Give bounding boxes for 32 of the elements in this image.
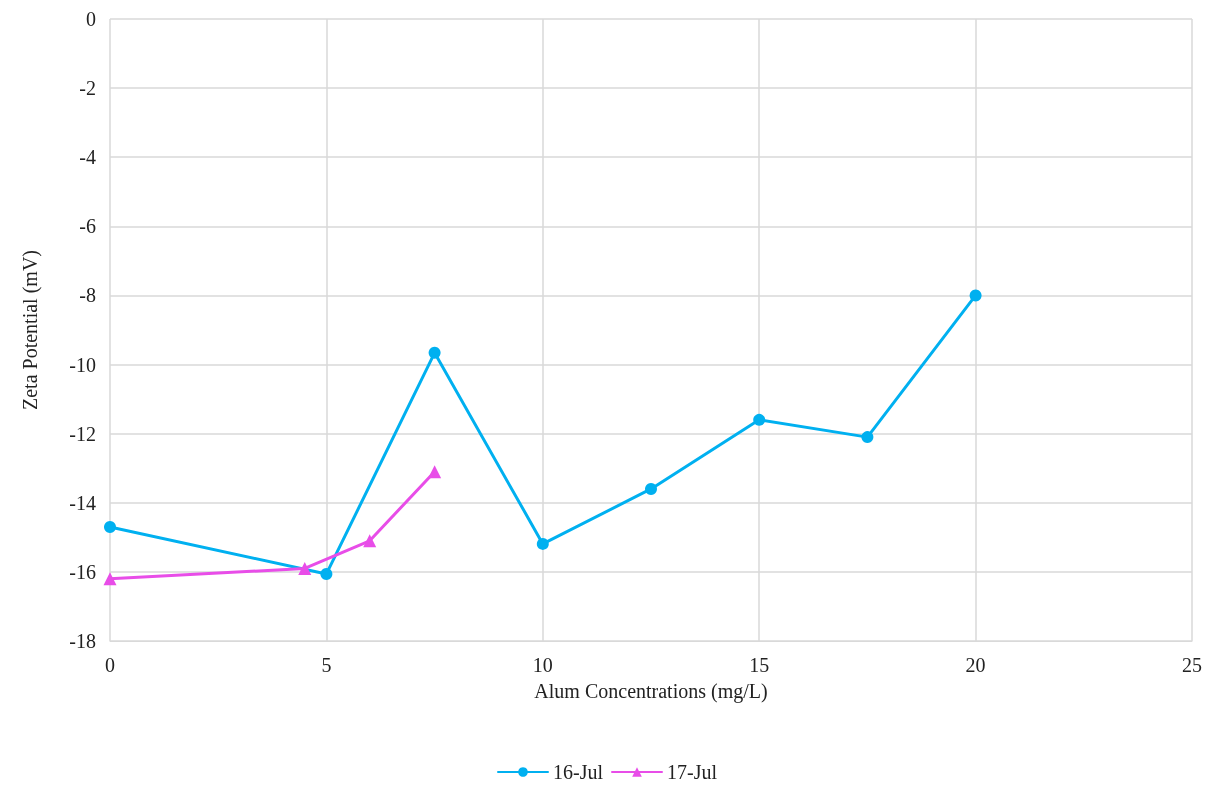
x-tick-label: 5 (321, 654, 332, 676)
y-tick-label: -8 (79, 284, 96, 307)
x-tick-label: 10 (532, 654, 553, 676)
y-axis-title: Zeta Potential (mV) (19, 250, 42, 410)
y-tick-label: -12 (69, 422, 96, 445)
point (645, 482, 657, 495)
y-tick-label: -4 (79, 146, 96, 169)
point (104, 520, 116, 533)
point (428, 465, 442, 479)
y-tick-label: -6 (79, 215, 96, 238)
y-tick-label: -18 (69, 630, 96, 652)
point (298, 561, 312, 575)
point (536, 537, 549, 550)
x-tick-label: 25 (1182, 654, 1202, 676)
x-tick-label: 0 (105, 654, 115, 676)
y-tick-label: -16 (69, 560, 96, 583)
point (320, 567, 333, 580)
point (363, 534, 377, 548)
point (861, 431, 874, 444)
legend-label: 17-Jul (667, 761, 718, 783)
y-tick-label: -14 (69, 491, 96, 514)
x-axis-title: Alum Concentrations (mg/L) (534, 680, 768, 703)
y-tick-label: -2 (79, 77, 96, 100)
x-tick-label: 20 (965, 654, 986, 676)
point (428, 346, 441, 359)
point (753, 413, 766, 426)
legend-label: 16-Jul (553, 761, 604, 783)
point (103, 572, 117, 586)
x-tick-label: 15 (749, 654, 770, 676)
y-tick-label: 0 (86, 8, 96, 30)
y-tick-label: -10 (69, 353, 96, 376)
point (969, 289, 982, 302)
